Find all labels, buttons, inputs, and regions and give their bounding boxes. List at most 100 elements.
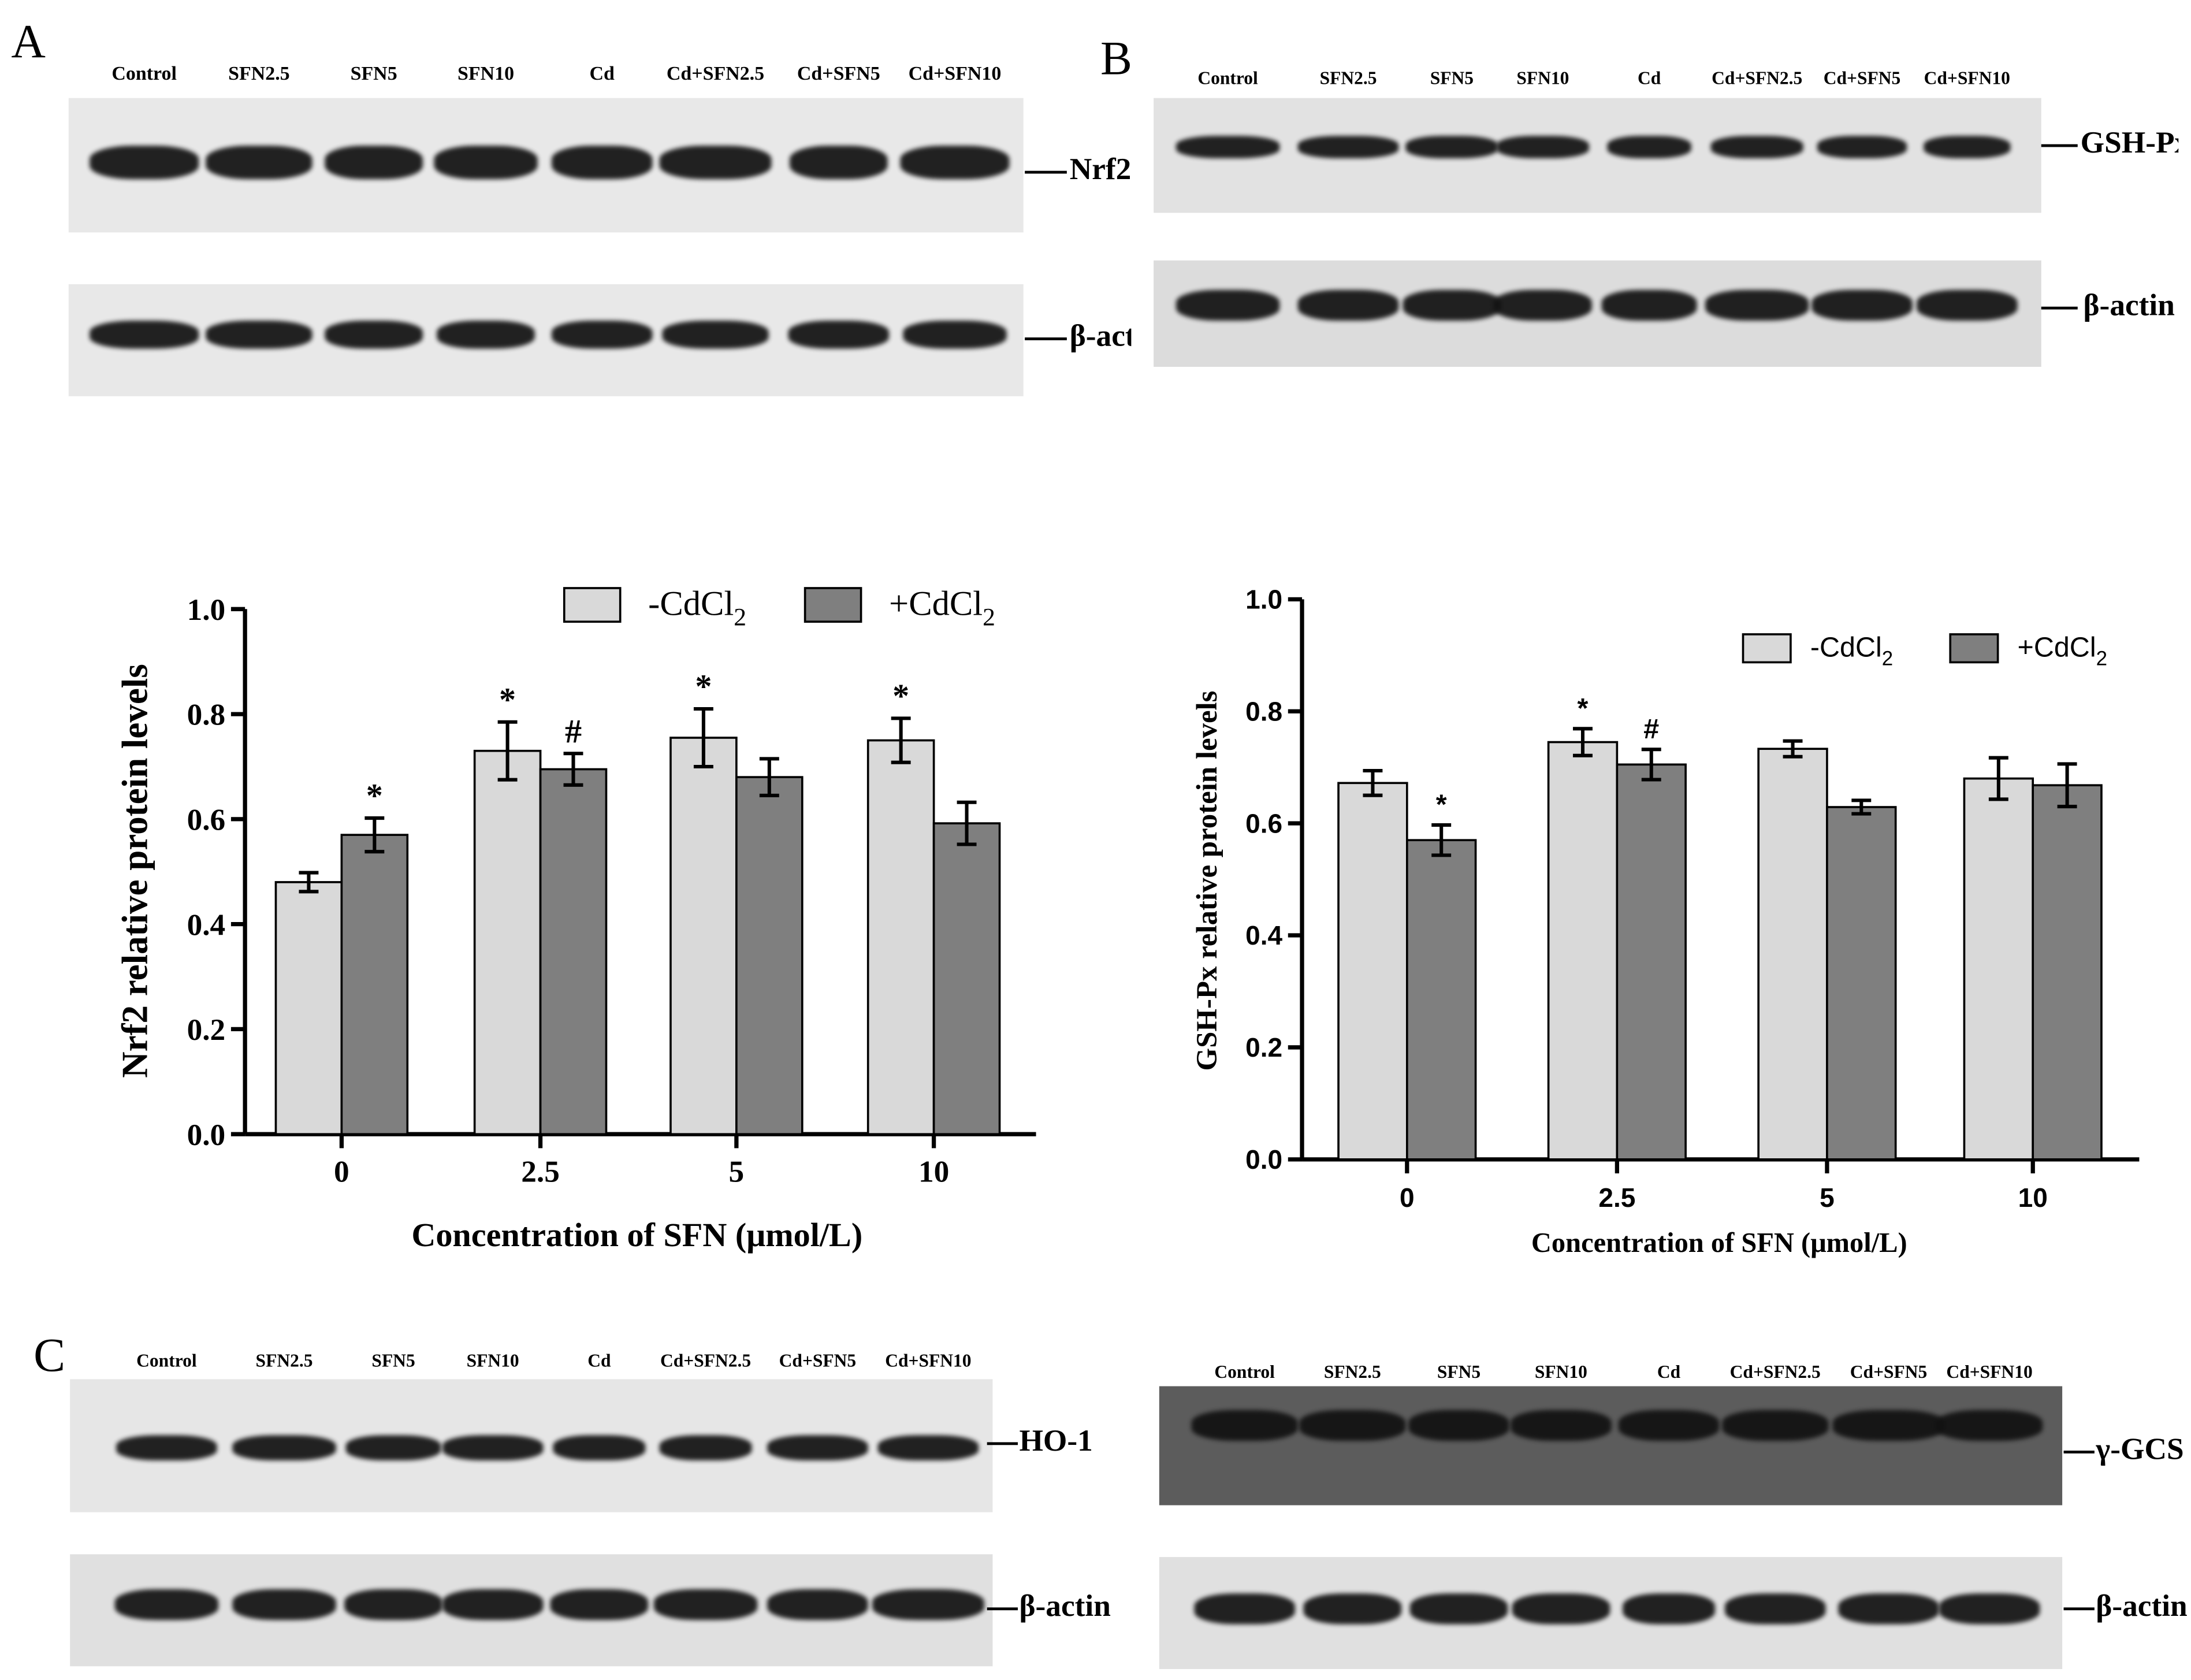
blot-gsh-px — [1154, 98, 2041, 213]
bar — [539, 768, 608, 1136]
significance-mark: * — [695, 668, 712, 705]
y-tick-label: 0.8 — [1245, 696, 1282, 726]
x-tick-label: 10 — [2018, 1183, 2048, 1213]
lane-label-2: SFN2.5 — [1323, 1361, 1381, 1382]
lane-label-7: Cd+SFN5 — [1823, 67, 1901, 88]
band-5 — [551, 321, 653, 349]
band-2 — [232, 1589, 336, 1620]
bar — [340, 834, 409, 1136]
bar — [473, 749, 542, 1136]
band-5 — [1618, 1410, 1720, 1441]
band-4 — [437, 321, 535, 349]
x-tick-label: 2.5 — [1598, 1183, 1635, 1213]
band-7 — [767, 1589, 868, 1620]
blot-label: HO-1 — [1019, 1422, 1093, 1458]
band-6 — [653, 1589, 758, 1620]
lane-label-4: SFN10 — [1534, 1361, 1587, 1382]
lane-label-8: Cd+SFN10 — [1946, 1361, 2033, 1382]
lane-label-1: Control — [136, 1350, 197, 1371]
bar — [932, 822, 1001, 1136]
panel-letter-c: C — [34, 1330, 66, 1382]
lane-label-4: SFN10 — [466, 1350, 519, 1371]
blot-beta-actin-a — [68, 284, 1024, 396]
bar — [1616, 763, 1687, 1161]
band-4 — [442, 1589, 544, 1620]
lane-label-5: Cd — [589, 64, 615, 86]
legend-label: -CdCl2 — [648, 584, 746, 631]
blot-beta-actin-c2 — [1159, 1557, 2063, 1670]
band-3 — [1409, 1593, 1508, 1625]
band-4 — [434, 146, 538, 180]
y-tick-label: 1.0 — [1245, 584, 1282, 614]
lane-label-1: Control — [111, 64, 177, 86]
y-tick-label: 0.8 — [187, 697, 226, 732]
blot-label-tick — [987, 1607, 1018, 1610]
band-7 — [767, 1435, 868, 1460]
band-5 — [1607, 136, 1691, 158]
lane-label-8: Cd+SFN10 — [1924, 67, 2010, 88]
band-6 — [662, 321, 769, 349]
blot-label-tick — [2063, 1450, 2095, 1453]
blot-label-tick — [2041, 144, 2078, 147]
blot-ho-1 — [70, 1379, 993, 1512]
band-4 — [1511, 1410, 1612, 1441]
significance-mark: * — [892, 677, 909, 715]
blot-label-tick — [1025, 170, 1067, 173]
legend-label: +CdCl2 — [889, 584, 995, 631]
band-1 — [1194, 1593, 1295, 1625]
band-8 — [900, 146, 1010, 180]
lane-label-8: Cd+SFN10 — [885, 1350, 972, 1371]
band-8 — [903, 321, 1007, 349]
band-6 — [659, 146, 772, 180]
band-3 — [345, 1435, 441, 1460]
bar — [1337, 782, 1408, 1161]
blot-label: β-actin — [1069, 318, 1132, 353]
bar — [2032, 784, 2103, 1161]
x-tick-label: 10 — [918, 1154, 949, 1189]
band-2 — [1303, 1593, 1402, 1625]
lane-label-2: SFN2.5 — [228, 64, 290, 86]
legend-swatch — [804, 587, 862, 623]
blot-nrf2 — [68, 98, 1024, 233]
y-tick-label: 0.0 — [1245, 1144, 1282, 1174]
y-tick-label: 0.2 — [187, 1012, 226, 1047]
x-tick-label: 2.5 — [521, 1154, 560, 1189]
blot-label-tick — [987, 1442, 1018, 1445]
lane-label-3: SFN5 — [1437, 1361, 1481, 1382]
x-tick-label: 0 — [334, 1154, 349, 1189]
band-1 — [114, 1589, 219, 1620]
y-tick-label: 0.4 — [187, 907, 226, 942]
band-5 — [1601, 289, 1697, 321]
band-5 — [550, 1589, 649, 1620]
significance-mark: # — [565, 712, 582, 750]
blot-label-tick — [2041, 306, 2078, 309]
significance-mark: # — [1643, 713, 1659, 745]
band-8 — [1939, 1593, 2040, 1625]
bar — [1963, 777, 2034, 1161]
band-2 — [1297, 136, 1399, 158]
lane-label-4: SFN10 — [1516, 67, 1569, 88]
blot-beta-actin-b — [1154, 260, 2041, 367]
band-3 — [325, 146, 423, 180]
blot-label-tick — [2063, 1607, 2095, 1610]
band-7 — [1811, 289, 1913, 321]
x-axis-label: Concentration of SFN (μmol/L) — [1531, 1228, 1907, 1258]
band-5 — [1623, 1593, 1716, 1625]
band-3 — [1408, 1410, 1509, 1441]
bar — [866, 739, 935, 1136]
bar — [274, 881, 343, 1136]
band-7 — [1832, 1410, 1945, 1441]
y-tick-label: 0.6 — [187, 802, 226, 837]
y-tick-label: 0.0 — [187, 1117, 226, 1152]
lane-label-7: Cd+SFN5 — [779, 1350, 857, 1371]
band-1 — [90, 321, 199, 349]
band-4 — [1512, 1593, 1610, 1625]
band-2 — [206, 321, 313, 349]
legend-swatch — [563, 587, 622, 623]
legend-label: -CdCl2 — [1810, 632, 1893, 670]
y-axis-label: Nrf2 relative protein levels — [114, 664, 155, 1078]
blot-label: γ-GCS — [2096, 1431, 2184, 1466]
band-6 — [659, 1435, 752, 1460]
lane-label-5: Cd — [1657, 1361, 1681, 1382]
